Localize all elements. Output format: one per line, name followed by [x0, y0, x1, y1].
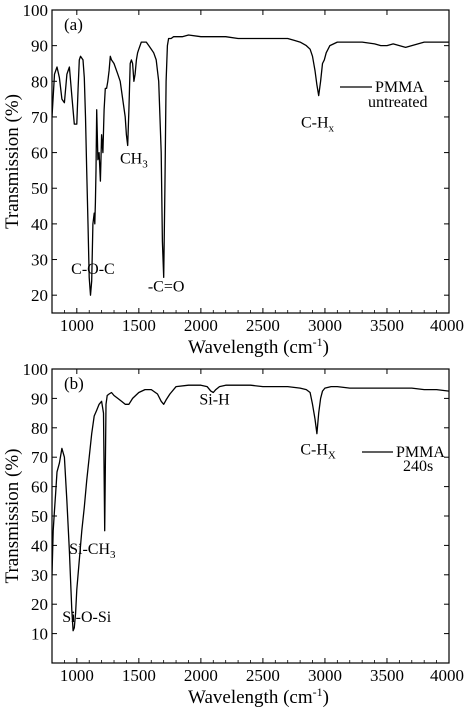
- x-tick-label: 2000: [184, 316, 218, 335]
- peak-annotation: Si-CH3: [69, 541, 116, 561]
- x-axis-title: Wavelength (cm-1): [188, 335, 329, 358]
- panel-label: (b): [64, 374, 84, 393]
- peak-annotation: C-Hx: [301, 115, 335, 135]
- legend-label-line2: untreated: [368, 94, 428, 111]
- x-tick-label: 1000: [60, 666, 94, 685]
- y-axis-title: Transmission (%): [2, 449, 23, 584]
- y-tick-label: 60: [31, 478, 48, 497]
- legend-label: PMMA: [396, 444, 445, 461]
- y-tick-label: 50: [31, 507, 48, 526]
- peak-annotation-text: CH: [120, 150, 143, 167]
- peak-annotation-sub: 3: [142, 158, 148, 170]
- peak-annotation-sub: 3: [110, 549, 116, 561]
- peak-annotation-text: Si-H: [199, 391, 230, 408]
- x-axis-title-main: Wavelength (cm: [188, 337, 313, 358]
- y-tick-label: 100: [23, 1, 49, 20]
- x-tick-label: 4000: [430, 316, 464, 335]
- peak-annotation-sub: x: [329, 123, 335, 135]
- y-tick-label: 20: [31, 286, 48, 305]
- x-tick-label: 4000: [430, 666, 464, 685]
- peak-annotation: Si-O-Si: [62, 609, 111, 626]
- x-tick-label: 2500: [246, 316, 280, 335]
- y-tick-label: 50: [31, 179, 48, 198]
- y-tick-label: 20: [31, 595, 48, 614]
- peak-annotation: CH3: [120, 150, 148, 170]
- spectrum-line: [52, 34, 449, 296]
- y-tick-label: 30: [31, 566, 48, 585]
- peak-annotation-text: C-O-C: [71, 261, 115, 278]
- plot-frame: [51, 368, 450, 664]
- x-tick-label: 3000: [308, 666, 342, 685]
- peak-annotation: C-HX: [300, 441, 336, 461]
- y-tick-label: 60: [31, 144, 48, 163]
- x-tick-label: 3500: [370, 316, 404, 335]
- x-tick-label: 3000: [308, 316, 342, 335]
- peak-annotation-text: C-H: [301, 115, 329, 132]
- peak-annotation: Si-H: [199, 391, 230, 408]
- panel-label: (a): [64, 15, 83, 34]
- panel-b: 1000 1500 2000 2500 3000 3500 4000 10 20 30 40 50 60…: [2, 360, 464, 708]
- y-tick-label: 90: [31, 37, 48, 56]
- x-tick-label: 1500: [122, 666, 156, 685]
- x-axis-title-close: ): [323, 337, 329, 358]
- x-tick-label: 3500: [370, 666, 404, 685]
- y-tick-label: 10: [31, 625, 48, 644]
- peak-annotation: C-O-C: [71, 261, 115, 278]
- y-tick-label: 40: [31, 215, 48, 234]
- y-tick-label: 90: [31, 389, 48, 408]
- panel-a: 1000 1500 2000 2500 3000 3500 4000 20 30 40 50 60 70…: [2, 1, 464, 358]
- peak-annotation-text: C-H: [300, 441, 328, 458]
- x-tick-label: 2000: [184, 666, 218, 685]
- peak-annotation-text: -C=O: [148, 279, 185, 296]
- x-axis-title-main: Wavelength (cm: [188, 687, 313, 708]
- legend-label-line2: 240s: [403, 458, 433, 475]
- x-tick-label: 1000: [60, 316, 94, 335]
- y-tick-label: 70: [31, 448, 48, 467]
- y-tick-label: 30: [31, 251, 48, 270]
- y-tick-label: 80: [31, 72, 48, 91]
- y-tick-label: 80: [31, 419, 48, 438]
- x-axis-title-close: ): [323, 687, 329, 708]
- legend-label: PMMA: [375, 79, 424, 96]
- x-axis-title: Wavelength (cm-1): [188, 685, 329, 708]
- x-axis-title-sup: -1: [313, 685, 323, 699]
- peak-annotation-text: Si-CH: [69, 541, 110, 558]
- peak-annotation-sub: X: [328, 449, 336, 461]
- y-tick-label: 100: [23, 360, 49, 379]
- spectrum-line: [52, 384, 449, 632]
- x-axis-title-sup: -1: [313, 335, 323, 349]
- x-tick-label: 1500: [122, 316, 156, 335]
- peak-annotation-text: Si-O-Si: [62, 609, 111, 626]
- x-tick-label: 2500: [246, 666, 280, 685]
- y-axis-title: Transmission (%): [2, 94, 23, 229]
- y-tick-label: 70: [31, 108, 48, 127]
- peak-annotation: -C=O: [148, 279, 185, 296]
- y-tick-label: 40: [31, 536, 48, 555]
